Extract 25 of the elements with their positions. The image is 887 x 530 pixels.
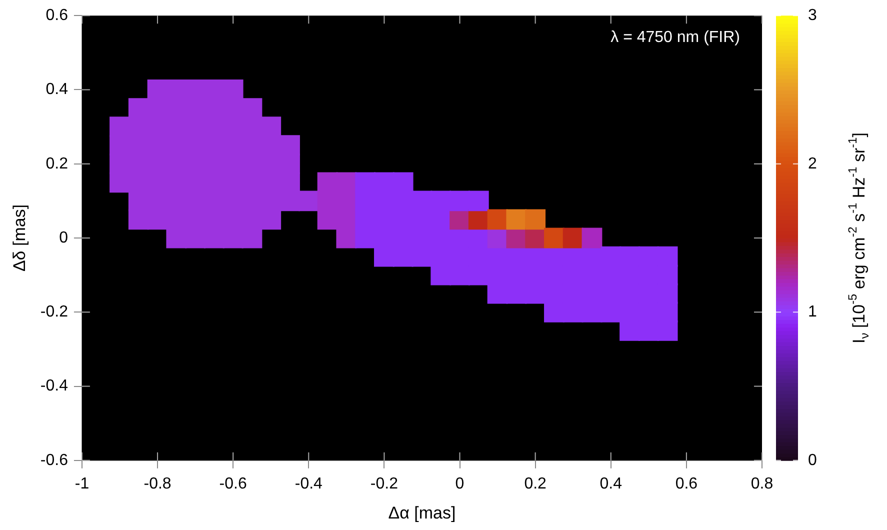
y-tick-label: 0.2 — [46, 155, 68, 172]
y-tick-label: 0 — [59, 229, 68, 246]
y-axis-title: Δδ [mas] — [10, 204, 29, 272]
x-tick-label: 0.2 — [524, 475, 547, 492]
color-bar-label: 3 — [808, 7, 817, 24]
x-axis-title: Δα [mas] — [388, 503, 456, 522]
x-tick-label: -0.2 — [370, 475, 398, 492]
color-bar-label: 0 — [808, 452, 817, 469]
x-tick-label: -0.4 — [294, 475, 323, 492]
x-tick-label: -0.6 — [219, 475, 247, 492]
y-tick-label: -0.4 — [40, 378, 68, 395]
color-bar-label: 1 — [808, 304, 817, 321]
x-tick-label: 0.8 — [750, 475, 774, 492]
annotation: λ = 4750 nm (FIR) — [610, 29, 740, 46]
y-tick-label: -0.2 — [40, 304, 68, 321]
y-tick-label: 0.6 — [46, 7, 68, 24]
x-tick-label: -1 — [74, 475, 90, 492]
y-tick-label: -0.6 — [40, 452, 68, 469]
y-tick-label: 0.4 — [46, 81, 68, 98]
x-tick-label: 0.4 — [600, 475, 622, 492]
x-tick-label: 0 — [455, 475, 464, 492]
text: Iν [10-5 erg cm-2 s-1 Hz-1 sr-1] — [845, 132, 872, 344]
color-bar-label: 2 — [808, 155, 817, 172]
x-tick-label: 0.6 — [675, 475, 698, 492]
x-tick-label: -0.8 — [144, 475, 172, 492]
